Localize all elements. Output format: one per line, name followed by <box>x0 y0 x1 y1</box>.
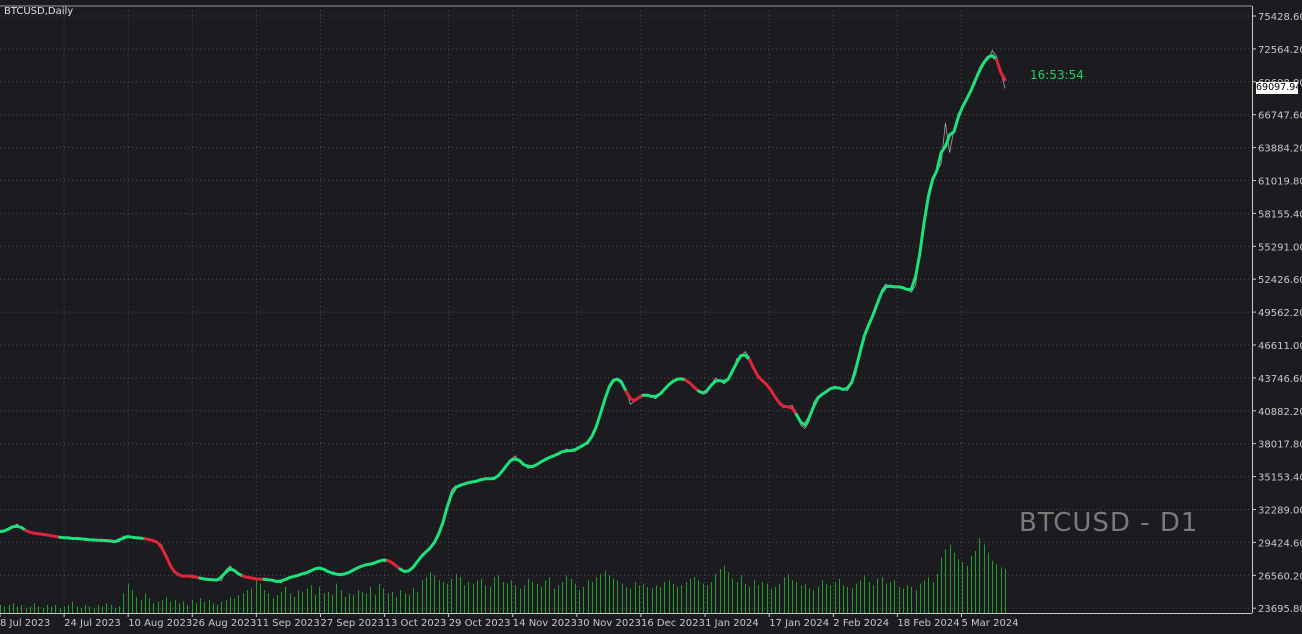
price-tick-label: 38017.80 <box>1258 440 1302 451</box>
time-tick-label: 10 Aug 2023 <box>128 618 192 629</box>
price-tick-label: 66747.60 <box>1258 111 1302 122</box>
time-tick-label: 26 Aug 2023 <box>192 618 256 629</box>
time-tick-label: 16 Dec 2023 <box>641 618 705 629</box>
time-tick-label: 29 Oct 2023 <box>449 618 511 629</box>
time-tick-label: 14 Nov 2023 <box>513 618 577 629</box>
trend-segment-up <box>641 377 688 398</box>
trend-segment-down <box>241 574 266 581</box>
price-tick-label: 58155.40 <box>1258 209 1302 220</box>
time-tick-label: 11 Sep 2023 <box>256 618 319 629</box>
time-tick-label: 17 Jan 2024 <box>769 618 829 629</box>
price-tick-label: 49562.20 <box>1258 308 1302 319</box>
price-tick-label: 75428.60 <box>1258 12 1302 23</box>
trend-segment-up <box>794 54 998 427</box>
price-tick-label: 43746.60 <box>1258 374 1302 385</box>
price-tick-label: 29424.60 <box>1258 538 1302 549</box>
price-tick-label: 26560.20 <box>1258 571 1302 582</box>
time-tick-label: 2 Feb 2024 <box>833 618 889 629</box>
time-tick-label: 18 Feb 2024 <box>897 618 959 629</box>
trend-segment-down <box>24 528 62 539</box>
trend-segment-up <box>696 353 751 395</box>
time-tick-label: 24 Jul 2023 <box>64 618 121 629</box>
price-tick-label: 52426.60 <box>1258 275 1302 286</box>
symbol-watermark: BTCUSD - D1 <box>1019 508 1199 538</box>
price-tick-label: 46611.00 <box>1258 341 1302 352</box>
price-tick-label: 72564.20 <box>1258 45 1302 56</box>
trend-segment-down <box>748 358 798 416</box>
price-tick-label: 63884.20 <box>1258 144 1302 155</box>
trend-segment-down <box>995 57 1007 82</box>
close-price-line <box>0 49 1006 584</box>
trend-segment-up <box>262 558 389 584</box>
time-tick-label: 13 Oct 2023 <box>385 618 447 629</box>
time-tick-label: 27 Sep 2023 <box>321 618 384 629</box>
current-price-tag: 69097.94 <box>1256 82 1302 94</box>
price-tick-label: 40882.20 <box>1258 407 1302 418</box>
time-tick-label: 1 Jan 2024 <box>705 618 759 629</box>
trend-segment-up <box>58 535 147 544</box>
trend-segment-down <box>143 537 202 580</box>
trend-segment-down <box>684 378 700 393</box>
trend-segment-up <box>198 567 245 582</box>
price-tick-label: 23695.80 <box>1258 604 1302 615</box>
price-tick-label: 35153.40 <box>1258 473 1302 484</box>
trend-segment-up <box>398 377 628 573</box>
price-tick-label: 55291.00 <box>1258 242 1302 253</box>
server-time-label: 16:53:54 <box>1030 68 1084 82</box>
chart-symbol-title: BTCUSD,Daily <box>4 6 74 17</box>
time-tick-label: 30 Nov 2023 <box>577 618 641 629</box>
time-tick-label: 5 Mar 2024 <box>962 618 1019 629</box>
time-tick-label: 8 Jul 2023 <box>0 618 50 629</box>
trend-segment-down <box>624 389 645 403</box>
trend-segment-down <box>386 559 402 571</box>
price-tick-label: 61019.80 <box>1258 177 1302 188</box>
trend-segment-up <box>0 524 28 534</box>
price-tick-label: 32289.00 <box>1258 506 1302 517</box>
